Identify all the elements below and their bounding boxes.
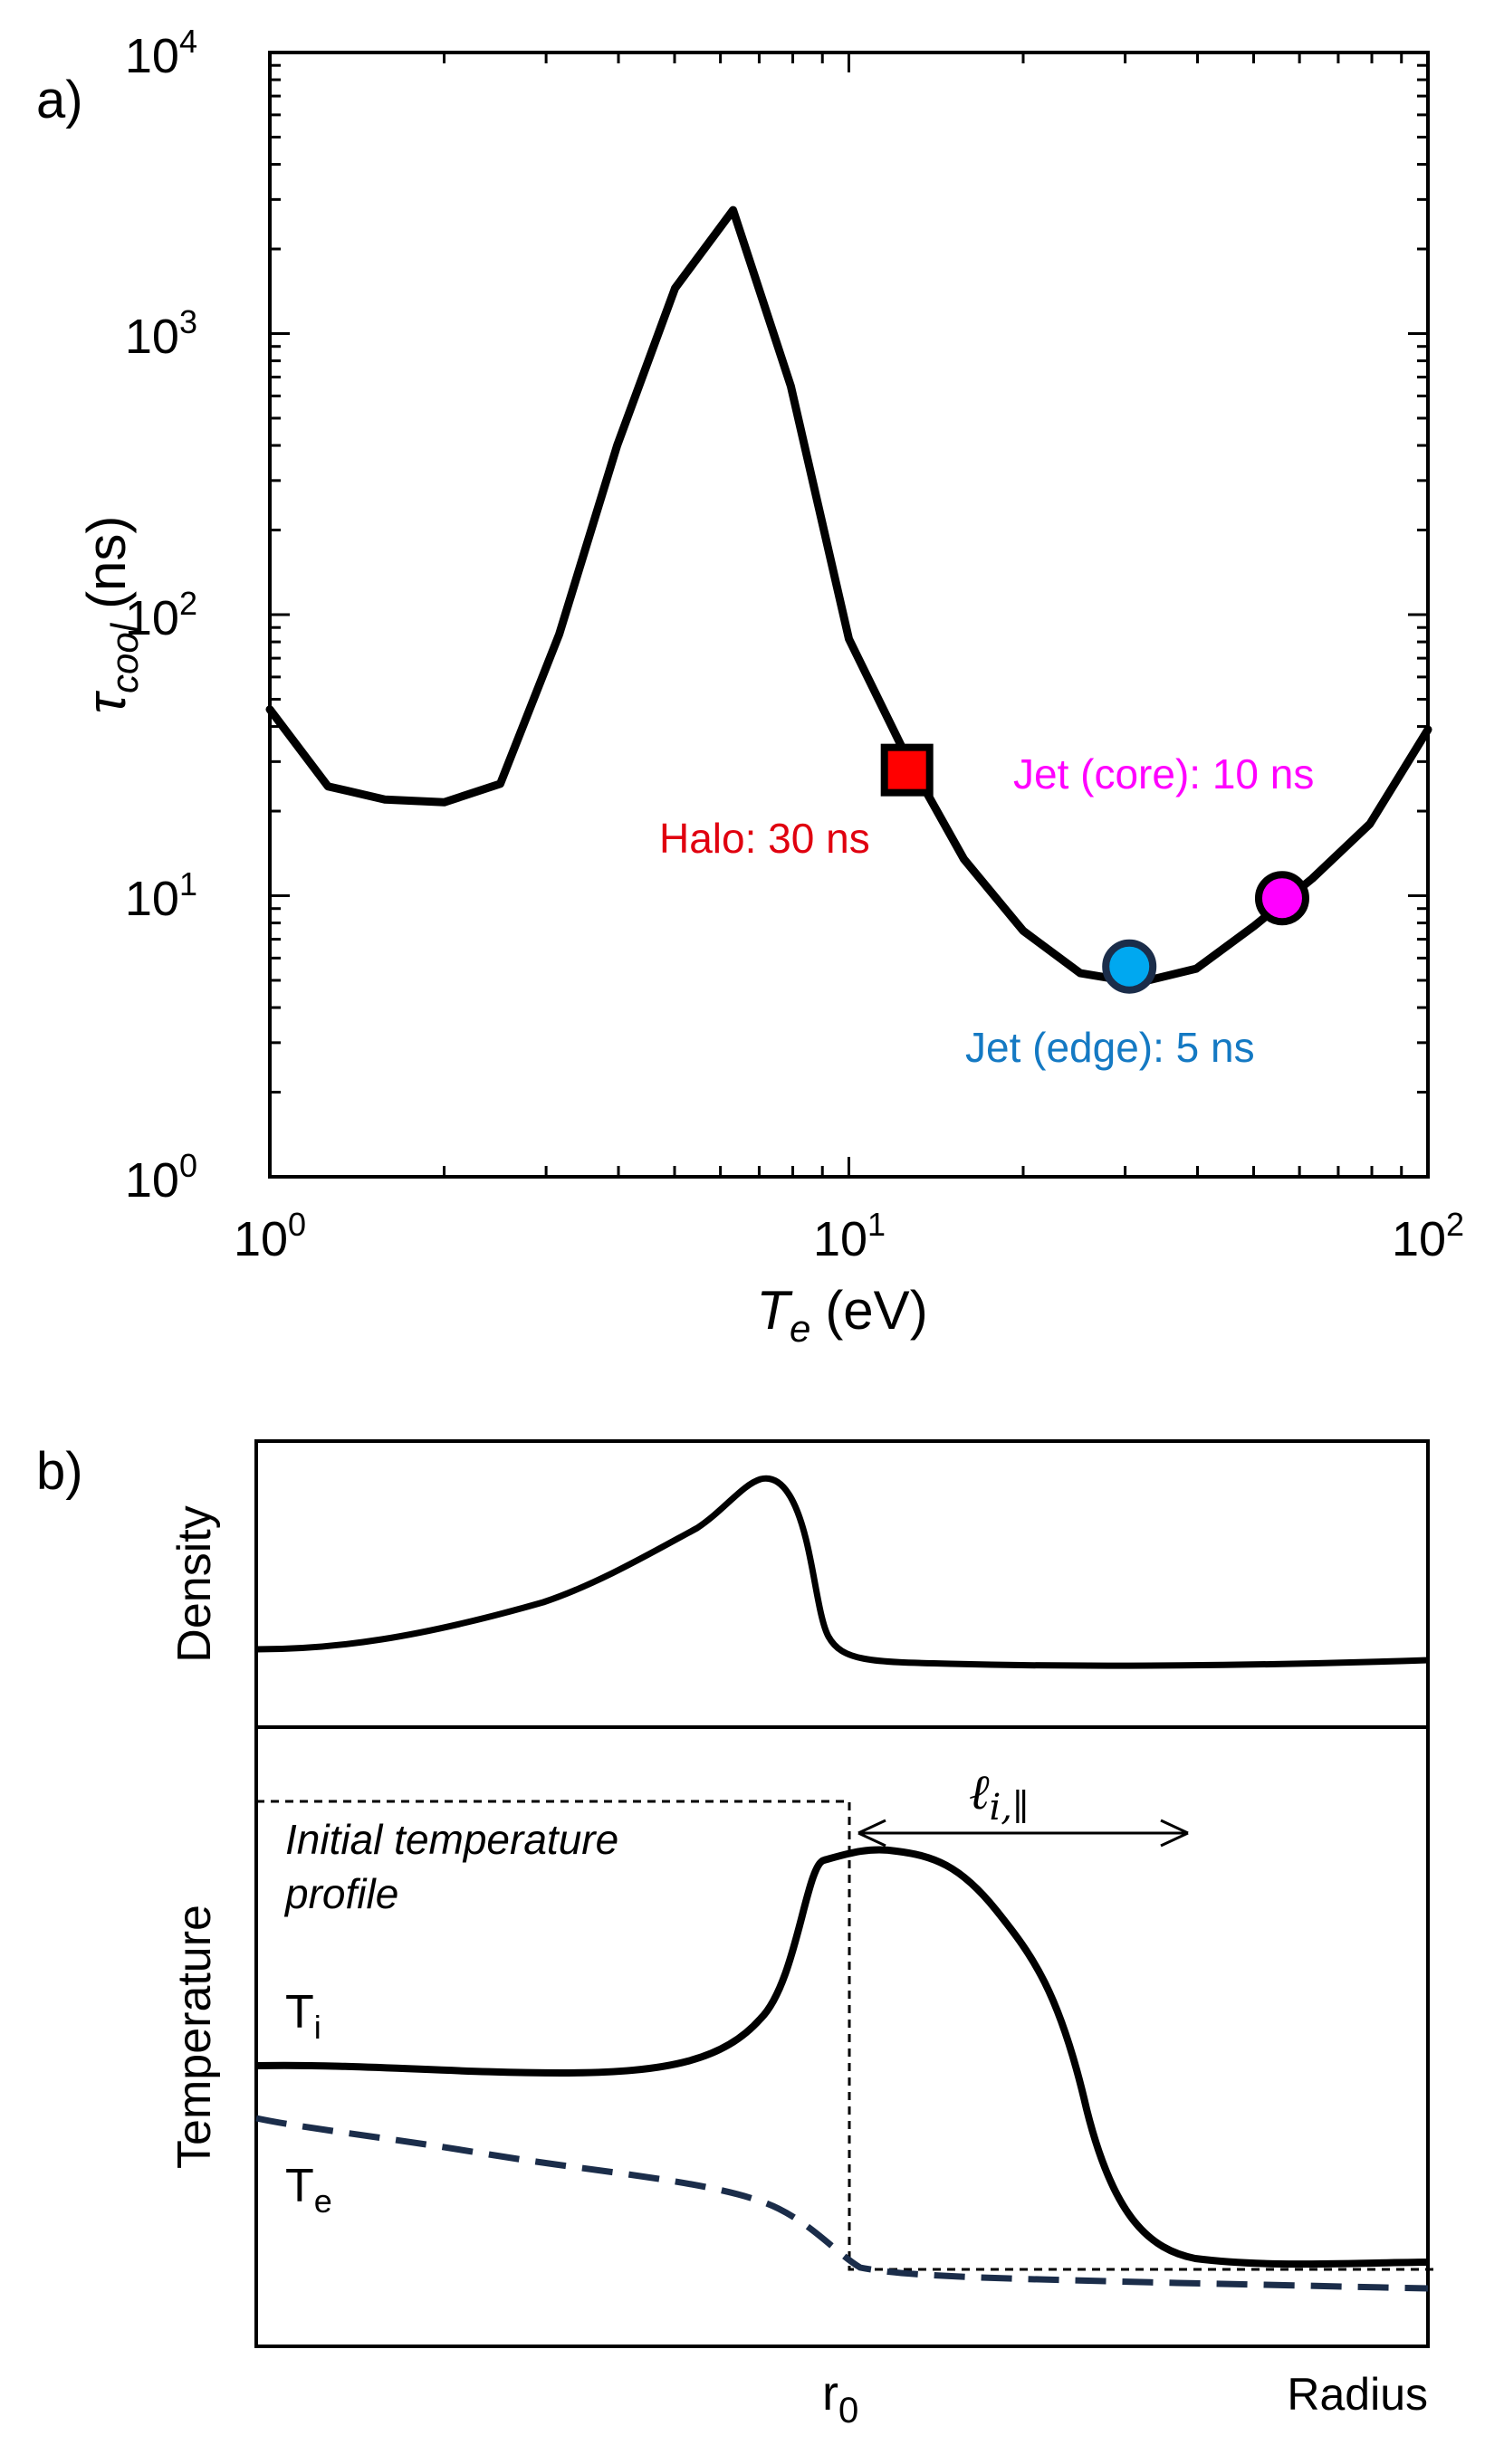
r0-label: r0 (822, 2366, 858, 2431)
jet-edge-marker (1102, 939, 1157, 994)
initial-temperature-profile (256, 1800, 1440, 2271)
arrow-head-right (1160, 1819, 1189, 1848)
panel-b-label: b) (36, 1442, 83, 1501)
panel-b: b) Density Temperature ℓi,∥ Initial temp… (36, 1439, 1440, 2431)
y-tick-label-10^1: 101 (125, 865, 197, 926)
x-tick-label-10^0: 100 (234, 1206, 306, 1266)
ion-temperature-curve (255, 1846, 1429, 2268)
x-tick-label-10^2: 102 (1392, 1206, 1464, 1266)
density-curve (255, 1475, 1429, 1669)
tick-marks-a (268, 51, 1430, 1179)
mean-free-path-label: ℓi,∥ (969, 1763, 1029, 1829)
plot-frame-b (254, 1439, 1430, 2348)
x-axis-label: Te (eV) (756, 1280, 927, 1350)
halo-marker (880, 743, 934, 797)
halo-annotation: Halo: 30 ns (659, 815, 870, 862)
panel-a-label: a) (36, 71, 83, 129)
x-tick-label-10^1: 101 (813, 1206, 886, 1266)
y-tick-label-10^0: 100 (125, 1147, 197, 1208)
ion-temperature-label: Ti (285, 1986, 321, 2046)
panel-a: a) 104 103 102 101 100 100 101 102 Te (eV… (36, 23, 1464, 1350)
initial-profile-annotation: Initial temperature profile (283, 1816, 630, 1917)
electron-temperature-label: Te (285, 2160, 332, 2220)
y-tick-label-10^4: 104 (125, 23, 197, 83)
y-tick-label-10^2: 102 (125, 585, 197, 645)
jet-core-annotation: Jet (core): 10 ns (1013, 750, 1314, 797)
y-axis-label: τcool(ns) (76, 516, 146, 714)
density-axis-label: Density (168, 1505, 221, 1662)
plot-frame-a (268, 51, 1430, 1179)
cooling-time-curve (265, 205, 1432, 988)
arrow-head-left (857, 1819, 886, 1848)
radius-label: Radius (1287, 2369, 1428, 2420)
jet-core-marker (1254, 871, 1309, 926)
y-tick-label-10^3: 103 (125, 303, 197, 364)
electron-temperature-curve (255, 2115, 1429, 2292)
temperature-axis-label: Temperature (168, 1905, 221, 2169)
jet-edge-annotation: Jet (edge): 5 ns (965, 1024, 1255, 1071)
